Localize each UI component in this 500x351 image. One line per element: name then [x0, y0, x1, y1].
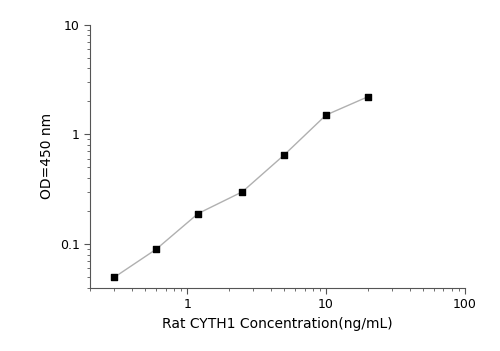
Y-axis label: OD=450 nm: OD=450 nm — [40, 113, 54, 199]
Point — [280, 152, 288, 158]
Point — [364, 94, 372, 100]
Point — [110, 274, 118, 280]
X-axis label: Rat CYTH1 Concentration(ng/mL): Rat CYTH1 Concentration(ng/mL) — [162, 317, 393, 331]
Point — [322, 112, 330, 118]
Point — [194, 211, 202, 216]
Point — [238, 189, 246, 194]
Point — [152, 246, 160, 252]
